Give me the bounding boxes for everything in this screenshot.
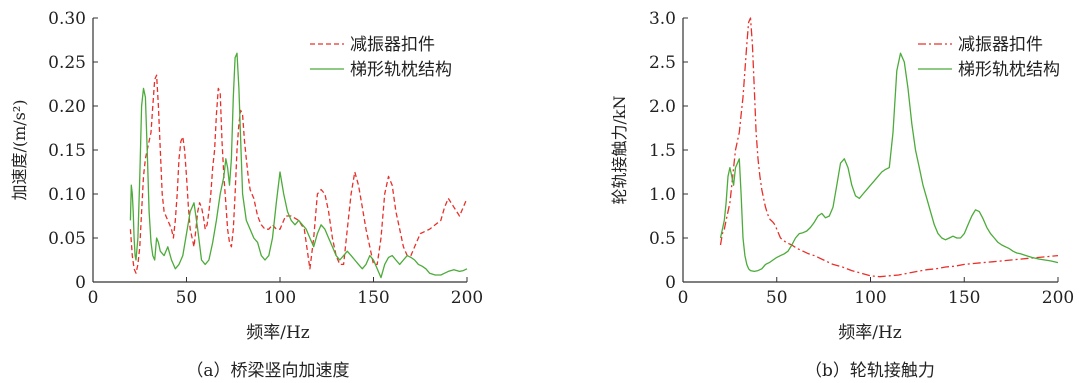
x-tick-label: 0 xyxy=(678,288,689,308)
y-tick-label: 2.0 xyxy=(649,97,676,117)
caption-a: （a）桥梁竖向加速度 xyxy=(186,361,349,381)
x-tick-label: 100 xyxy=(854,288,886,308)
y-tick-label: 0 xyxy=(75,273,86,293)
x-tick-label: 150 xyxy=(357,288,389,308)
legend-label: 梯形轨枕结构 xyxy=(958,60,1060,80)
series-line-b-2 xyxy=(719,52,1059,273)
x-tick-label: 100 xyxy=(264,288,296,308)
legend-label: 减振器扣件 xyxy=(958,35,1043,55)
x-tick-label: 0 xyxy=(88,288,99,308)
y-tick-label: 2.5 xyxy=(649,53,676,73)
y-axis-label-b: 轮轨接触力/kN xyxy=(610,95,629,204)
y-tick-label: 0.30 xyxy=(48,9,86,29)
y-tick-label: 1.0 xyxy=(649,185,676,205)
x-tick-label: 150 xyxy=(948,288,980,308)
y-axis-label-a: 加速度/(m/s²) xyxy=(10,99,29,200)
y-tick-label: 0.10 xyxy=(48,185,86,205)
y-tick-label: 0.15 xyxy=(48,141,86,161)
plot-area-b: 0 50 100 150 200 0 0.5 1.0 1.5 2.0 2.5 3.0 减振器扣件梯形轨枕… xyxy=(649,9,1074,308)
plot-area-a: 0 50 100 150 200 0 0.05 0.10 0.15 0.20 0.25 0.30 减振器… xyxy=(48,9,483,308)
chart-panel-a: 0 50 100 150 200 0 0.05 0.10 0.15 0.20 0.25 0.30 减振器… xyxy=(10,9,483,381)
series-line-b-1 xyxy=(719,17,1059,278)
series-line-a-2 xyxy=(129,52,468,279)
series-line-a-1 xyxy=(129,74,468,274)
y-tick-label: 0.25 xyxy=(48,53,86,73)
chart-panel-b: 0 50 100 150 200 0 0.5 1.0 1.5 2.0 2.5 3.0 减振器扣件梯形轨枕… xyxy=(610,9,1074,381)
x-axis-label-a: 频率/Hz xyxy=(246,323,310,343)
x-tick-label: 50 xyxy=(176,288,198,308)
y-tick-label: 0.5 xyxy=(649,229,676,249)
y-tick-label: 0.05 xyxy=(48,229,86,249)
y-tick-label: 3.0 xyxy=(649,9,676,29)
y-tick-label: 0 xyxy=(665,273,676,293)
caption-b: （b）轮轨接触力 xyxy=(805,361,935,381)
legend-label: 梯形轨枕结构 xyxy=(350,60,452,80)
legend-label: 减振器扣件 xyxy=(350,35,435,55)
x-axis-label-b: 频率/Hz xyxy=(838,323,902,343)
x-tick-label: 200 xyxy=(1042,288,1074,308)
x-tick-label: 200 xyxy=(451,288,483,308)
y-tick-label: 0.20 xyxy=(48,97,86,117)
x-tick-label: 50 xyxy=(766,288,788,308)
y-tick-label: 1.5 xyxy=(649,141,676,161)
